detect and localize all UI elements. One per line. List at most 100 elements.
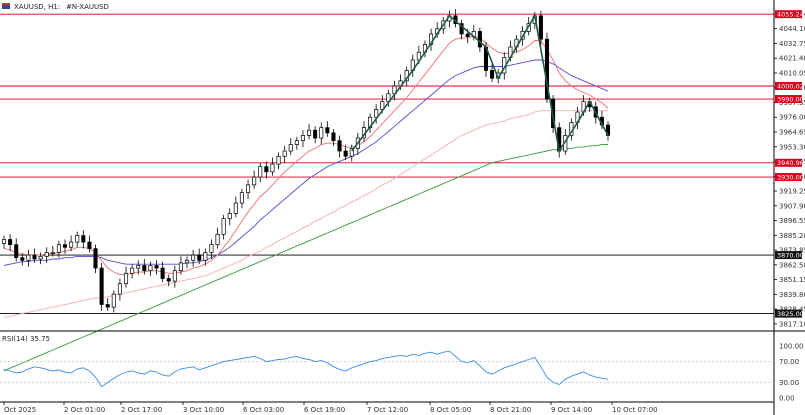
price-tick-label: 3964.65 [779,128,805,136]
level-badge [775,95,802,104]
price-tick-label: 3896.55 [779,217,805,225]
candle-body [99,267,104,305]
candle-body [605,124,611,136]
candle-body [300,135,305,141]
price-tick-label: 3919.25 [779,188,805,196]
level-badges: 4055.24 4000.02 3990.00 3940.96 3930.00 3870.… [775,10,804,318]
candle-body [239,192,244,204]
level-badge [775,251,802,260]
candle-body [538,15,543,40]
candle-body [105,304,110,308]
level-badge [775,158,802,167]
level-badge [775,10,802,19]
time-tick-label: 3 Oct 10:00 [183,406,224,414]
candle-body [123,272,129,285]
level-badge-label: 3990.00 [777,95,804,103]
ma-fast-line [3,36,609,276]
candle-body [270,163,275,173]
candle-body [233,202,238,214]
rsi-label: RSI(14) 35.75 [2,335,50,343]
zigzag-line [351,13,609,154]
ma-slow-line [3,110,608,318]
candle-body [319,127,324,139]
flag-icon [2,3,10,9]
horizontal-levels[interactable] [0,13,774,315]
candle-body [209,244,214,253]
rsi-tick-label: 30.00 [779,379,799,387]
candle-body [69,241,74,248]
level-badge [775,309,802,318]
candle-body [477,31,482,48]
candle-body [56,244,61,253]
candle-body [349,148,354,157]
candle-body [343,150,348,157]
price-tick-label: 3839.80 [779,291,805,299]
candle-body [374,109,379,118]
time-tick-label: 6 Oct 03:00 [243,406,284,414]
rsi-tick-label: 0.00 [779,395,795,403]
moving-averages [3,36,609,372]
candle-body [459,23,464,35]
candle-body [87,241,92,249]
time-tick-label: 8 Oct 21:00 [490,406,531,414]
price-tick-label: 4032.75 [779,40,805,48]
candle-body [294,140,299,145]
candle-body [44,252,49,257]
candle-body [203,252,208,261]
candle-body [307,129,312,136]
candle-body [264,166,269,173]
time-tick-label: 8 Oct 05:00 [430,406,471,414]
candle-body [252,176,257,186]
rsi-tick-label: 100.00 [779,343,804,351]
rsi-axis: 100.00 70.00 30.00 0.00 [779,343,804,403]
candle-body [20,257,25,261]
rsi-pane [0,350,774,388]
symbol-label: XAUUSD, H1: [14,3,60,11]
candle-body [288,144,293,152]
ma-long-line [3,144,608,372]
candle-body [221,218,226,235]
level-badge [775,173,802,182]
candle-body [75,235,80,243]
candle-body [197,254,202,261]
level-badge-label: 3825.00 [777,310,804,318]
time-axis[interactable]: Oct 2025 2 Oct 01:00 2 Oct 17:00 3 Oct 10:0… [3,402,658,414]
candle-body [130,267,135,274]
candle-body [276,155,281,165]
candle-body [215,233,220,246]
time-tick-label: 7 Oct 12:00 [367,406,408,414]
level-badge [775,81,802,90]
price-tick-label: 3873.85 [779,247,805,255]
ma-mid-line [3,59,609,266]
rsi-line [3,350,609,388]
chart-header: XAUUSD, H1: #N-XAUUSD [2,3,109,11]
candle-body [160,267,165,279]
candle-body [172,270,177,282]
candle-body [1,239,7,244]
price-tick-label: 3862.50 [779,261,805,269]
price-tick-label: 3851.15 [779,276,805,284]
time-tick-label: 2 Oct 01:00 [64,406,105,414]
candle-body [148,265,153,272]
candle-body [331,132,336,141]
candle-body [178,262,183,272]
flag-stripe-icon [2,3,10,5]
candle-body [38,256,43,260]
candle-body [14,244,19,259]
candle-body [93,248,98,269]
candle-body [166,278,171,282]
time-tick-label: 9 Oct 14:00 [551,406,592,414]
candle-body [142,265,147,272]
candle-body [8,239,13,246]
candle-body [81,235,86,243]
candle-body [111,293,116,308]
candle-body [136,265,141,269]
candle-body [258,166,263,178]
candle-body [185,259,190,264]
candle-body [313,129,318,139]
candle-body [117,283,122,295]
price-tick-label: 3907.90 [779,202,805,210]
candle-body [50,252,55,254]
